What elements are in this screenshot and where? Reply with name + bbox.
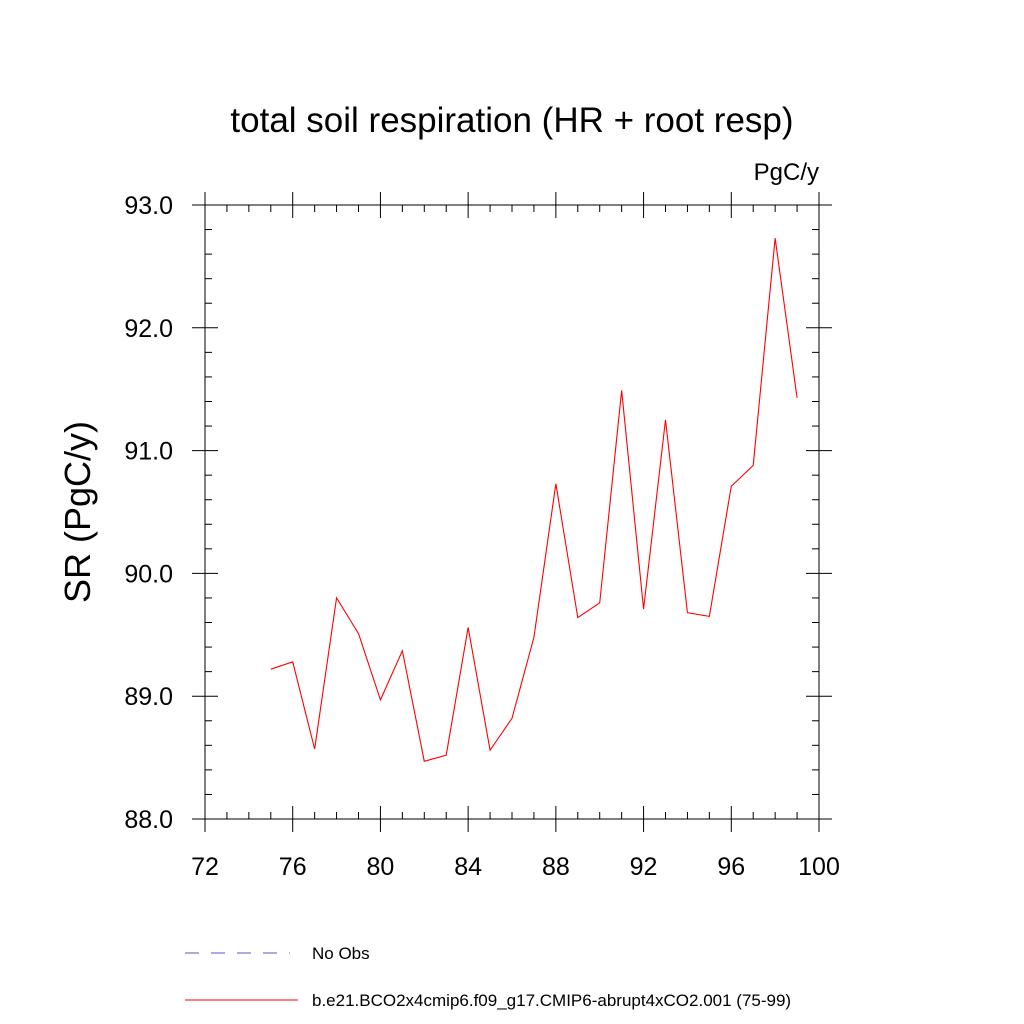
data-point: [576, 616, 579, 619]
data-point: [620, 389, 623, 392]
data-point: [708, 615, 711, 618]
data-point: [335, 596, 338, 599]
y-tick-label: 90.0: [124, 560, 173, 588]
legend-label-series: b.e21.BCO2x4cmip6.f09_g17.CMIP6-abrupt4x…: [312, 991, 791, 1010]
x-tick-label: 96: [717, 853, 745, 881]
y-tick-label: 91.0: [124, 438, 173, 466]
data-point: [489, 749, 492, 752]
legend-label-no-obs: No Obs: [312, 944, 370, 963]
data-point: [269, 668, 272, 671]
data-point: [511, 717, 514, 720]
x-tick-label: 76: [279, 853, 307, 881]
y-tick-label: 92.0: [124, 315, 173, 343]
data-point: [686, 611, 689, 614]
data-point: [664, 418, 667, 421]
y-tick-label: 88.0: [124, 806, 173, 834]
data-point: [796, 396, 799, 399]
data-point: [774, 237, 777, 240]
data-point: [730, 485, 733, 488]
data-point: [401, 649, 404, 652]
x-tick-label: 100: [798, 853, 840, 881]
x-tick-label: 92: [630, 853, 658, 881]
data-point: [467, 626, 470, 629]
data-point: [598, 601, 601, 604]
y-axis-label: SR (PgC/y): [57, 421, 98, 603]
y-tick-label: 93.0: [124, 192, 173, 220]
data-point: [532, 636, 535, 639]
data-point: [423, 760, 426, 763]
data-point: [313, 748, 316, 751]
data-point: [379, 698, 382, 701]
units-label: PgC/y: [754, 159, 819, 186]
data-point: [554, 482, 557, 485]
x-tick-label: 88: [542, 853, 570, 881]
data-point: [445, 754, 448, 757]
data-point: [642, 608, 645, 611]
axes: 72 76 80 84 88 92 96 100 88.0 89.0 90.0 91.0 92.0 93.…: [124, 192, 840, 881]
x-tick-label: 80: [367, 853, 395, 881]
series-line: [270, 238, 798, 762]
y-tick-label: 89.0: [124, 683, 173, 711]
chart-title: total soil respiration (HR + root resp): [230, 101, 793, 140]
x-tick-label: 84: [454, 853, 482, 881]
legend: No Obs b.e21.BCO2x4cmip6.f09_g17.CMIP6-a…: [185, 944, 791, 1010]
x-tick-label: 72: [191, 853, 219, 881]
data-point: [291, 660, 294, 663]
data-points: [269, 237, 798, 763]
data-point: [752, 464, 755, 467]
data-point: [357, 632, 360, 635]
